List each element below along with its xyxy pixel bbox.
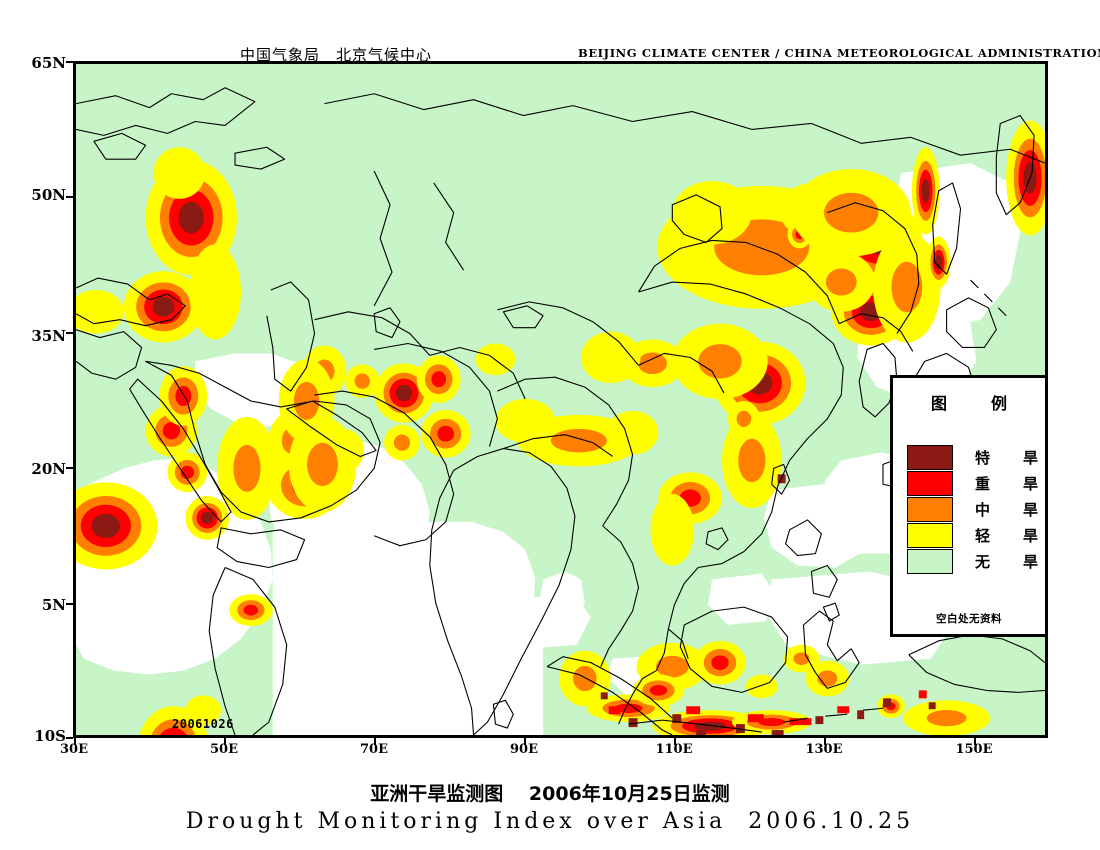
x-tick-mark-150e [974, 738, 976, 745]
legend-row-severe: 重 旱 [907, 470, 1047, 496]
x-tick-label-150e: 150E [955, 742, 993, 757]
legend-label-none: 无 旱 [975, 552, 1048, 571]
legend-title: 图 例 [930, 394, 1021, 413]
x-tick-mark-130e [824, 738, 826, 745]
coastlines-and-borders [76, 87, 1045, 735]
datestamp-label: 20061026 [172, 717, 234, 731]
legend-label-moderate: 中 旱 [975, 500, 1048, 519]
y-tick-label-50n: 50N [31, 186, 66, 204]
legend-swatch-light [907, 522, 953, 548]
y-tick-label-20n: 20N [31, 460, 66, 478]
legend-row-extreme: 特 旱 [907, 444, 1047, 470]
legend-label-extreme: 特 旱 [975, 448, 1048, 467]
y-tick-label-65n: 65N [31, 54, 66, 72]
drought-map-plot [73, 61, 1048, 738]
drought-regions [76, 120, 1045, 735]
x-tick-mark-110e [674, 738, 676, 745]
legend-label-light: 轻 旱 [975, 526, 1048, 545]
legend-rows: 特 旱 重 旱 中 旱 轻 旱 无 旱 [907, 444, 1047, 574]
x-tick-mark-90e [524, 738, 526, 745]
y-tick-label-10s: 10S [34, 727, 66, 745]
x-tick-label-90e: 90E [510, 742, 538, 757]
x-tick-label-30e: 30E [60, 742, 88, 757]
legend-swatch-extreme [907, 444, 953, 470]
x-tick-mark-30e [74, 738, 76, 745]
x-tick-mark-70e [374, 738, 376, 745]
legend-row-light: 轻 旱 [907, 522, 1047, 548]
y-tick-label-35n: 35N [31, 327, 66, 345]
legend-note-no-data: 空白处无资料 [936, 613, 1002, 625]
x-tick-label-70e: 70E [360, 742, 388, 757]
legend-row-none: 无 旱 [907, 548, 1047, 574]
y-tick-mark-35n [66, 332, 73, 334]
y-tick-mark-5n [66, 603, 73, 605]
legend-swatch-none [907, 548, 953, 574]
legend-label-severe: 重 旱 [975, 474, 1048, 493]
y-tick-mark-20n [66, 467, 73, 469]
x-tick-label-50e: 50E [210, 742, 238, 757]
agency-name-en: BEIJING CLIMATE CENTER / CHINA METEOROLO… [578, 46, 1100, 60]
x-tick-label-110e: 110E [655, 742, 693, 757]
x-tick-label-130e: 130E [805, 742, 843, 757]
y-tick-label-5n: 5N [41, 596, 66, 614]
legend-swatch-severe [907, 470, 953, 496]
legend-box: 图 例 特 旱 重 旱 中 旱 轻 旱 无 旱 空白处无资料 [890, 375, 1048, 637]
y-tick-mark-50n [66, 196, 73, 198]
legend-swatch-moderate [907, 496, 953, 522]
y-tick-mark-65n [66, 61, 73, 63]
chart-title-en: Drought Monitoring Index over Asia 2006.… [185, 809, 915, 834]
agency-name-cn: 中国气象局 北京气候中心 [240, 46, 433, 64]
x-tick-mark-50e [224, 738, 226, 745]
y-tick-mark-10s [66, 737, 73, 739]
chart-title-cn: 亚洲干旱监测图 2006年10月25日监测 [370, 783, 730, 805]
legend-row-moderate: 中 旱 [907, 496, 1047, 522]
